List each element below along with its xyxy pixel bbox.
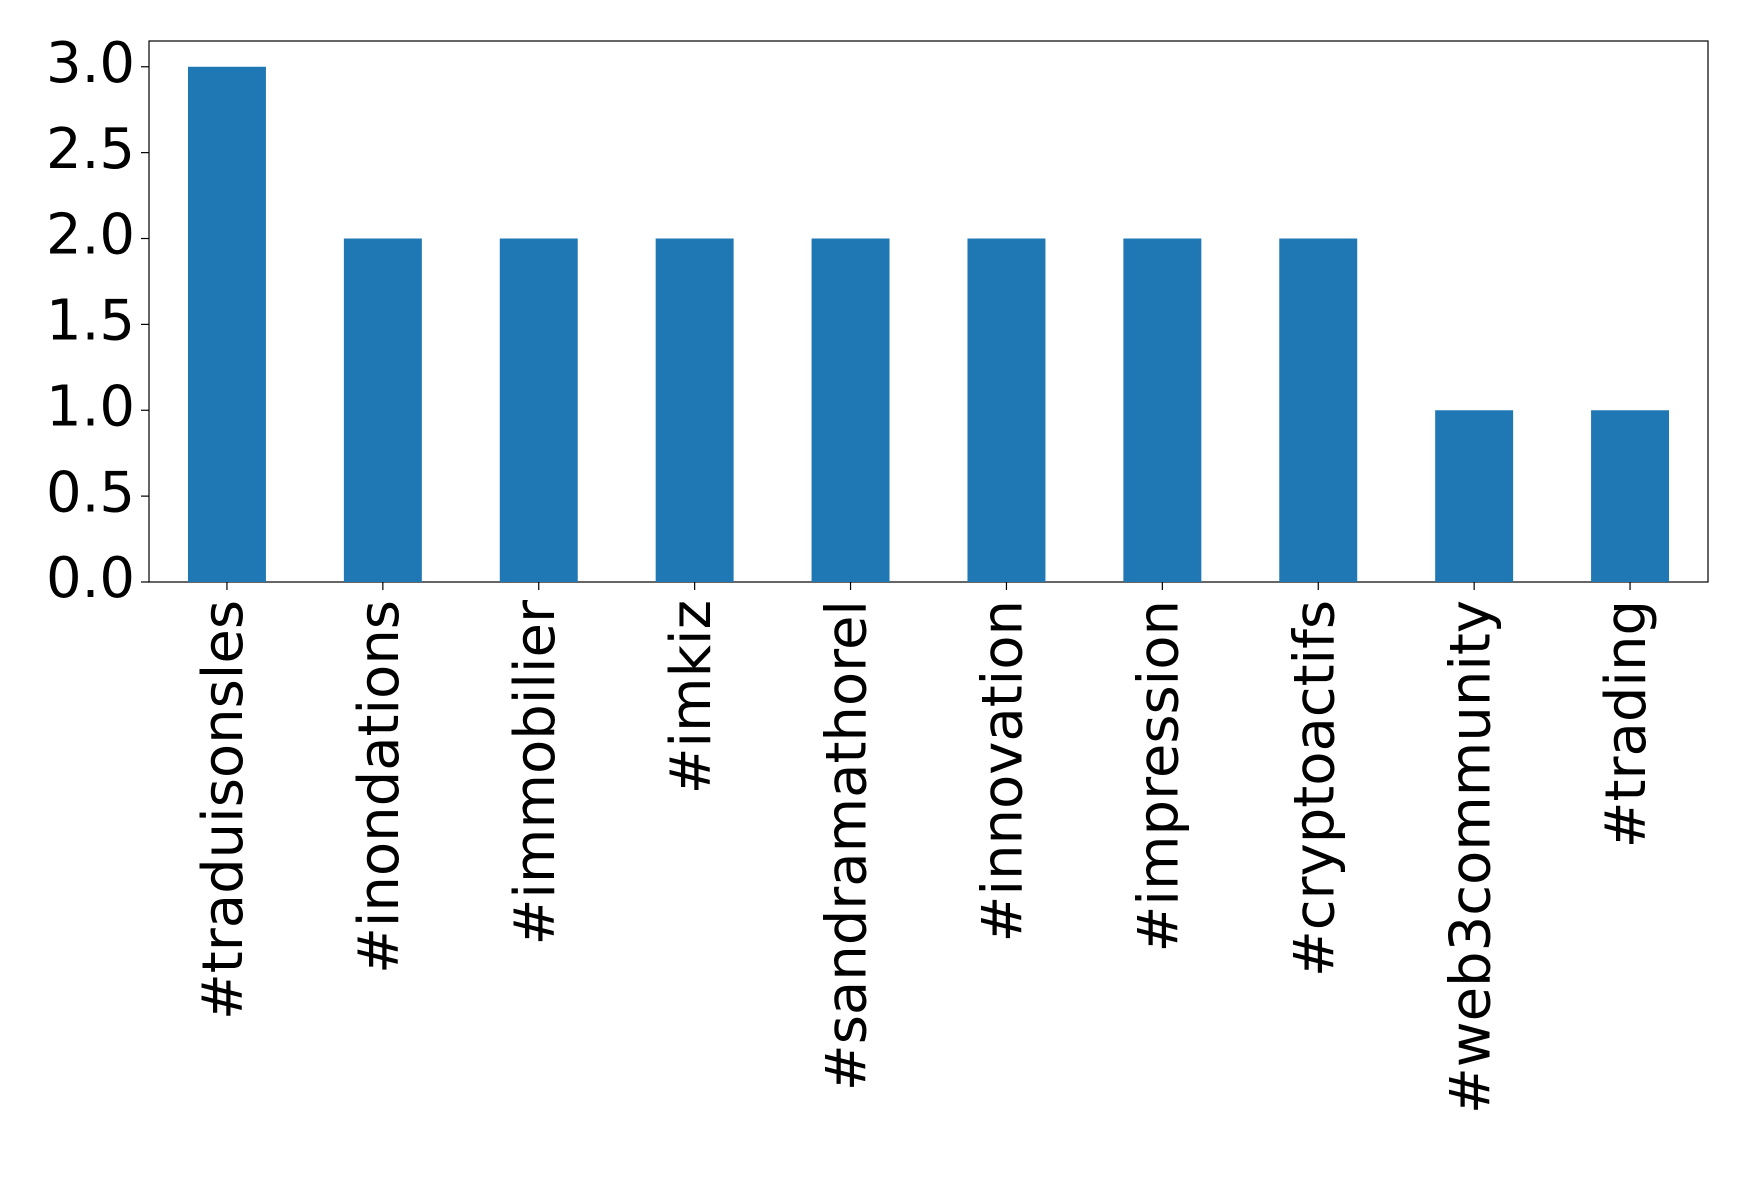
x-tick-label: #cryptoactifs bbox=[1282, 600, 1347, 977]
y-tick-label: 2.5 bbox=[46, 117, 135, 182]
bar bbox=[343, 238, 422, 582]
y-tick-label: 0.0 bbox=[46, 546, 135, 611]
x-tick-label: #inondations bbox=[347, 600, 412, 974]
x-tick-label: #web3community bbox=[1438, 600, 1503, 1114]
bar bbox=[1123, 238, 1202, 582]
plot-frame bbox=[148, 40, 1709, 583]
x-tick-label: #innovation bbox=[971, 600, 1036, 942]
x-tick-label: #immobilier bbox=[503, 599, 568, 946]
bar bbox=[1279, 238, 1358, 582]
bar bbox=[1435, 410, 1514, 582]
x-tick-label: #imkiz bbox=[659, 600, 724, 794]
bar bbox=[499, 238, 578, 582]
bar bbox=[967, 238, 1046, 582]
x-tick-label: #traduisonsles bbox=[191, 600, 256, 1020]
y-tick-label: 1.0 bbox=[46, 374, 135, 439]
y-tick-label: 0.5 bbox=[46, 460, 135, 525]
bar bbox=[187, 66, 266, 582]
x-tick-label: #sandramathorel bbox=[815, 600, 880, 1091]
y-tick-label: 2.0 bbox=[46, 203, 135, 268]
bar bbox=[811, 238, 890, 582]
y-tick-label: 3.0 bbox=[46, 31, 135, 96]
x-tick-label: #impression bbox=[1126, 600, 1191, 953]
y-tick-label: 1.5 bbox=[46, 289, 135, 354]
bar bbox=[655, 238, 734, 582]
x-tick-label: #trading bbox=[1594, 600, 1659, 848]
bar bbox=[1591, 410, 1670, 582]
